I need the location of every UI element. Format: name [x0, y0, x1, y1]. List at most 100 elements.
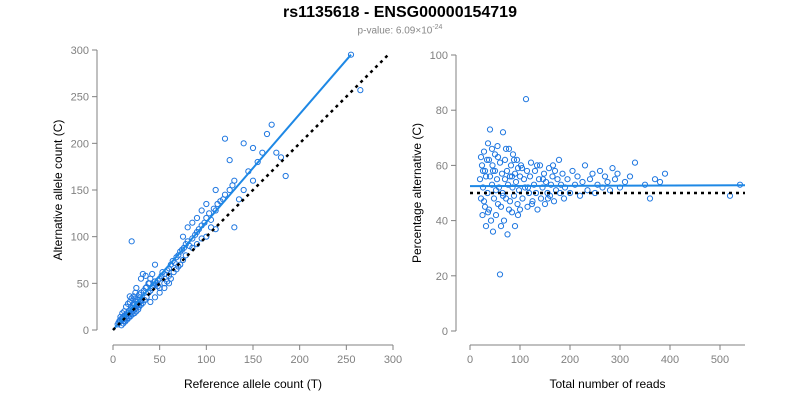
- right-data-point: [507, 162, 515, 169]
- left-data-point: [357, 87, 364, 94]
- right-data-point: [478, 162, 486, 169]
- left-data-point: [259, 149, 266, 156]
- left-data-point: [146, 280, 153, 287]
- left-data-point: [179, 256, 187, 264]
- right-data-point: [492, 211, 500, 219]
- left-data-point: [221, 135, 229, 142]
- right-data-point: [521, 184, 529, 191]
- right-data-point: [549, 173, 556, 180]
- right-data-point: [540, 170, 548, 177]
- right-data-point: [516, 206, 524, 213]
- left-data-point: [128, 238, 135, 245]
- right-data-point: [530, 181, 538, 188]
- right-data-point: [574, 173, 581, 180]
- right-data-point: [502, 145, 510, 152]
- right-data-point: [494, 142, 501, 150]
- right-data-point: [579, 178, 586, 186]
- left-y-tick-label: 200: [71, 138, 89, 150]
- right-data-point: [614, 170, 621, 177]
- right-data-point: [554, 176, 561, 183]
- right-data-point: [504, 181, 512, 188]
- left-x-tick-label: 150: [244, 354, 262, 366]
- right-data-point: [512, 178, 520, 186]
- left-data-point: [210, 205, 217, 212]
- right-data-point: [656, 178, 664, 186]
- right-data-point: [508, 173, 516, 180]
- right-data-point: [479, 211, 486, 219]
- right-data-point: [524, 184, 532, 191]
- left-data-point: [173, 254, 180, 261]
- right-data-point: [621, 178, 629, 186]
- chart-subtitle: p-value: 6.09×10-24: [0, 24, 800, 36]
- left-data-point: [136, 291, 143, 298]
- right-data-point: [520, 176, 528, 183]
- right-data-point: [482, 223, 490, 230]
- right-data-point: [510, 156, 518, 163]
- left-data-point: [175, 252, 182, 259]
- left-data-point: [263, 130, 271, 138]
- right-data-point: [497, 203, 505, 210]
- right-data-point: [535, 176, 543, 183]
- p-value-text: p-value: 6.09×10: [357, 25, 433, 37]
- left-x-tick-label: 250: [337, 354, 355, 366]
- right-data-point: [492, 187, 500, 194]
- left-data-point: [193, 214, 201, 222]
- right-data-point: [499, 192, 507, 199]
- right-data-point: [589, 170, 596, 177]
- left-data-point: [151, 261, 159, 268]
- right-data-point: [483, 156, 491, 163]
- right-x-tick-label: 100: [511, 354, 529, 366]
- right-data-point: [491, 167, 499, 175]
- right-data-point: [496, 271, 504, 278]
- right-x-tick-label: 300: [611, 354, 629, 366]
- left-reference-line: [112, 53, 390, 331]
- left-data-point: [161, 284, 168, 292]
- right-data-point: [596, 167, 604, 175]
- left-data-point: [231, 224, 238, 231]
- left-data-point: [151, 294, 159, 301]
- left-data-point: [277, 154, 285, 161]
- right-data-point: [513, 156, 521, 163]
- right-data-point: [519, 195, 526, 202]
- right-data-point: [501, 156, 509, 163]
- right-data-point: [531, 167, 539, 175]
- right-data-point: [482, 173, 490, 180]
- right-data-point: [488, 181, 496, 188]
- p-value-exponent: -24: [432, 24, 443, 31]
- right-data-point: [534, 206, 541, 213]
- right-data-point: [566, 189, 574, 197]
- right-data-point: [497, 223, 505, 230]
- right-data-point: [506, 198, 514, 205]
- left-data-point: [180, 244, 188, 251]
- right-data-point: [555, 156, 563, 163]
- right-data-point: [501, 176, 509, 183]
- right-data-point: [477, 154, 485, 161]
- right-data-point: [504, 231, 511, 238]
- left-data-point: [249, 144, 257, 152]
- right-data-point: [522, 96, 530, 103]
- right-data-point: [488, 145, 496, 152]
- right-data-point: [479, 167, 487, 175]
- left-y-tick-label: 100: [71, 232, 89, 244]
- right-data-point: [486, 173, 494, 180]
- right-data-point: [509, 184, 516, 191]
- left-data-point: [226, 157, 233, 164]
- left-data-point: [235, 196, 243, 203]
- left-data-point: [240, 186, 247, 194]
- right-data-point: [581, 162, 589, 169]
- right-data-point: [528, 200, 536, 208]
- left-data-point: [147, 298, 154, 306]
- right-data-point: [571, 181, 579, 188]
- left-data-point: [189, 219, 196, 226]
- right-data-point: [584, 187, 591, 194]
- right-x-tick-label: 500: [711, 354, 729, 366]
- left-data-point: [184, 224, 191, 231]
- right-data-point: [529, 198, 536, 205]
- right-data-point: [523, 167, 531, 175]
- right-data-point: [539, 176, 547, 183]
- right-data-point: [569, 167, 576, 175]
- right-data-point: [485, 156, 493, 163]
- right-data-point: [517, 162, 525, 169]
- right-data-point: [494, 154, 502, 161]
